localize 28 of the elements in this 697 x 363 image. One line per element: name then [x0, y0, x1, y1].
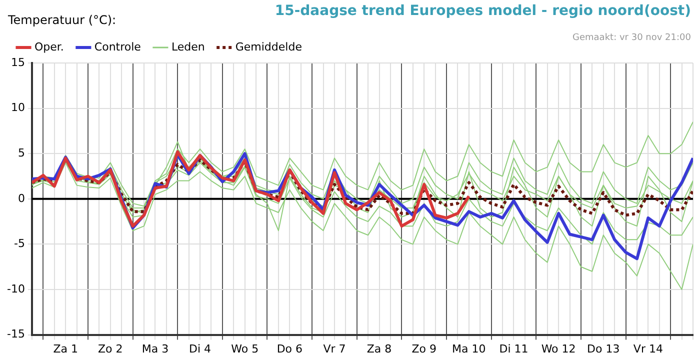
- x-tick-label: Do 6: [276, 342, 303, 356]
- legend-label: Leden: [171, 40, 205, 54]
- x-tick-label: Za 1: [53, 342, 78, 356]
- legend-label: Gemiddelde: [235, 40, 302, 54]
- y-tick-label: -5: [14, 237, 25, 250]
- y-axis-title: Temperatuur (°C):: [8, 13, 116, 27]
- y-tick-label: 10: [10, 101, 25, 114]
- x-tick-label: Wo 12: [541, 342, 576, 356]
- x-tick-label: Ma 3: [142, 342, 169, 356]
- y-tick-label: 5: [18, 146, 25, 160]
- chart-title: 15-daagse trend Europees model - regio noord(oost): [274, 3, 691, 19]
- x-tick-label: Zo 2: [98, 342, 123, 356]
- x-tick-label: Zo 9: [412, 342, 436, 356]
- x-tick-label: Di 11: [499, 342, 528, 356]
- x-tick-label: Di 4: [189, 342, 212, 356]
- text: Gemaakt: vr 30 nov 21:00: [572, 33, 691, 43]
- y-tick-label: -10: [7, 282, 25, 296]
- x-tick-label: Do 13: [587, 342, 620, 356]
- y-tick-label: 0: [18, 192, 25, 205]
- x-tick-label: Wo 5: [231, 342, 259, 356]
- y-tick-label: -15: [7, 328, 25, 341]
- x-tick-label: Ma 10: [452, 342, 486, 356]
- legend-label: Oper.: [34, 40, 64, 54]
- x-tick-label: Vr 7: [323, 342, 346, 356]
- y-tick-label: 15: [10, 56, 25, 69]
- x-tick-label: Vr 14: [633, 342, 663, 356]
- legend-label: Controle: [94, 40, 142, 54]
- x-tick-label: Za 8: [366, 342, 392, 356]
